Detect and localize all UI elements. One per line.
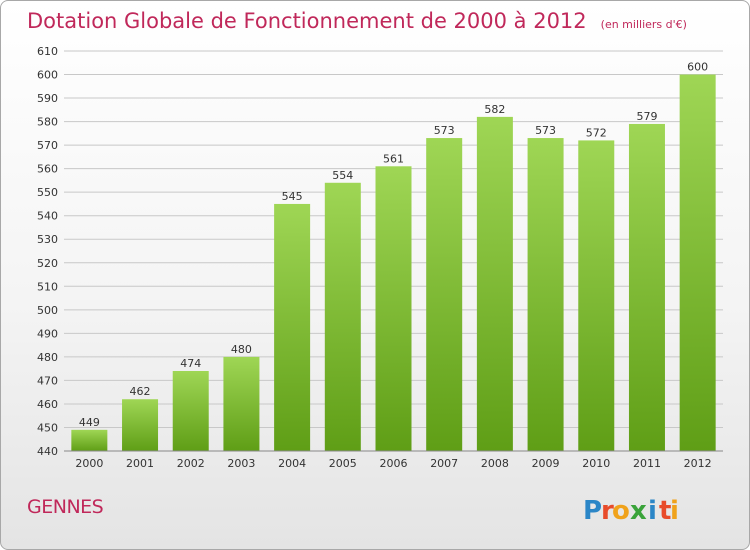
bar-value-label: 579 [636, 110, 657, 123]
bar [426, 138, 463, 451]
logo-letter: i [648, 496, 657, 526]
bar [476, 116, 513, 451]
x-tick-label: 2003 [227, 457, 255, 470]
bar-value-label: 561 [383, 152, 404, 165]
commune-name: GENNES [27, 496, 104, 518]
y-tick-label: 540 [37, 210, 58, 223]
bar-value-label: 573 [434, 124, 455, 137]
x-tick-label: 2010 [582, 457, 610, 470]
y-tick-label: 580 [37, 116, 58, 129]
y-tick-label: 550 [37, 186, 58, 199]
y-tick-label: 440 [37, 445, 58, 458]
bar-value-label: 480 [231, 343, 252, 356]
bar [679, 74, 716, 451]
chart-title: Dotation Globale de Fonctionnement de 20… [27, 9, 687, 33]
x-tick-label: 2004 [278, 457, 306, 470]
x-tick-label: 2005 [329, 457, 357, 470]
bar-value-label: 600 [687, 61, 708, 74]
bar-value-label: 572 [586, 126, 607, 139]
y-tick-label: 530 [37, 233, 58, 246]
bar-value-label: 573 [535, 124, 556, 137]
chart-subtitle: (en milliers d'€) [600, 18, 687, 31]
bar [274, 203, 311, 451]
y-tick-label: 480 [37, 351, 58, 364]
x-tick-label: 2000 [75, 457, 103, 470]
x-tick-label: 2002 [177, 457, 205, 470]
y-tick-label: 560 [37, 163, 58, 176]
bar [172, 371, 209, 451]
bar [122, 399, 159, 451]
y-tick-label: 500 [37, 304, 58, 317]
bar [375, 166, 412, 451]
bar [324, 182, 361, 451]
logo-letter: x [630, 496, 647, 526]
bar-value-label: 554 [332, 169, 353, 182]
bar [71, 429, 108, 451]
bar-value-label: 474 [180, 357, 201, 370]
x-tick-label: 2011 [633, 457, 661, 470]
value-labels: 449 462 474 480 545 554 561 573 582 573 572 579 600 [79, 61, 708, 429]
x-tick-label: 2009 [532, 457, 560, 470]
bars [71, 74, 716, 452]
x-axis-ticks: 2000 2001 2002 2003 2004 2005 2006 2007 2008 2009… [75, 457, 711, 470]
y-tick-label: 610 [37, 45, 58, 58]
y-axis-ticks: 440 450 460 470 480 490 500 510 520 530 540 550 560 5… [37, 45, 58, 458]
x-tick-label: 2001 [126, 457, 154, 470]
logo-letter: t [659, 496, 671, 526]
chart-title-text: Dotation Globale de Fonctionnement de 20… [27, 9, 587, 33]
bar-value-label: 449 [79, 416, 100, 429]
y-tick-label: 600 [37, 69, 58, 82]
bar-value-label: 462 [130, 385, 151, 398]
y-tick-label: 590 [37, 92, 58, 105]
y-tick-label: 450 [37, 421, 58, 434]
logo-letter: o [612, 496, 630, 526]
bar [223, 356, 260, 451]
x-tick-label: 2007 [430, 457, 458, 470]
y-tick-label: 570 [37, 139, 58, 152]
bar-value-label: 545 [282, 190, 303, 203]
y-tick-label: 510 [37, 280, 58, 293]
logo-letter: P [583, 496, 602, 526]
bar [578, 140, 615, 452]
proxiti-logo: Pro x i ti [583, 496, 679, 526]
y-tick-label: 520 [37, 257, 58, 270]
y-tick-label: 460 [37, 398, 58, 411]
bar [628, 123, 665, 452]
logo-letter: i [670, 496, 679, 526]
x-tick-label: 2008 [481, 457, 509, 470]
x-tick-label: 2006 [380, 457, 408, 470]
y-tick-label: 490 [37, 327, 58, 340]
bar [527, 138, 564, 451]
x-tick-label: 2012 [684, 457, 712, 470]
bar-value-label: 582 [484, 103, 505, 116]
logo-letter: r [601, 496, 614, 526]
y-tick-label: 470 [37, 374, 58, 387]
